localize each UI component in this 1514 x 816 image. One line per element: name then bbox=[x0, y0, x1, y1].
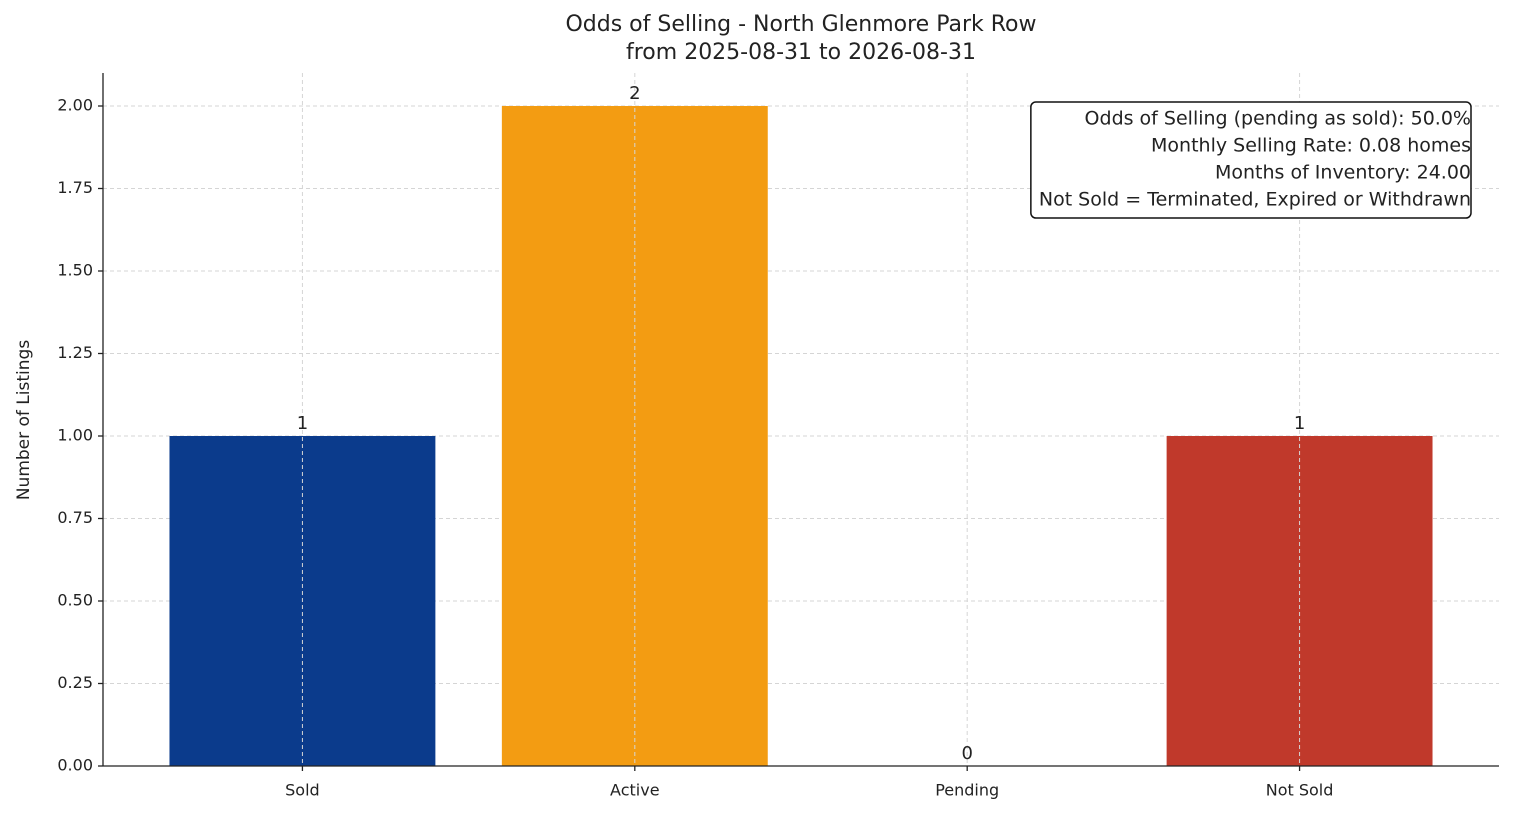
x-tick-label: Pending bbox=[935, 781, 999, 800]
y-tick-label: 1.00 bbox=[57, 426, 93, 445]
annotation-line: Months of Inventory: 24.00 bbox=[1215, 162, 1471, 184]
annotation-line: Not Sold = Terminated, Expired or Withdr… bbox=[1039, 189, 1471, 211]
value-label: 2 bbox=[629, 83, 640, 104]
bar bbox=[501, 106, 768, 766]
y-tick-label: 1.25 bbox=[57, 343, 93, 362]
y-tick-label: 0.25 bbox=[57, 673, 93, 692]
value-label: 0 bbox=[961, 743, 972, 764]
value-label: 1 bbox=[1294, 413, 1305, 434]
y-tick-label: 0.75 bbox=[57, 508, 93, 527]
y-axis-label: Number of Listings bbox=[14, 340, 34, 500]
y-tick-label: 2.00 bbox=[57, 96, 93, 115]
value-label: 1 bbox=[297, 413, 308, 434]
annotation: Odds of Selling (pending as sold): 50.0%… bbox=[1030, 101, 1472, 219]
x-tick-label: Active bbox=[610, 781, 660, 800]
y-tick-label: 0.50 bbox=[57, 591, 93, 610]
chart-subtitle: from 2025-08-31 to 2026-08-31 bbox=[626, 40, 976, 65]
x-tick-label: Not Sold bbox=[1266, 781, 1334, 800]
annotation-box bbox=[1030, 101, 1472, 219]
y-tick-label: 1.50 bbox=[57, 261, 93, 280]
annotation-line: Monthly Selling Rate: 0.08 homes bbox=[1151, 135, 1471, 157]
x-tick-label: Sold bbox=[285, 781, 320, 800]
chart-title: Odds of Selling - North Glenmore Park Ro… bbox=[565, 12, 1036, 37]
annotation-line: Odds of Selling (pending as sold): 50.0% bbox=[1085, 108, 1471, 130]
y-tick-label: 1.75 bbox=[57, 178, 93, 197]
y-tick-label: 0.00 bbox=[57, 756, 93, 775]
